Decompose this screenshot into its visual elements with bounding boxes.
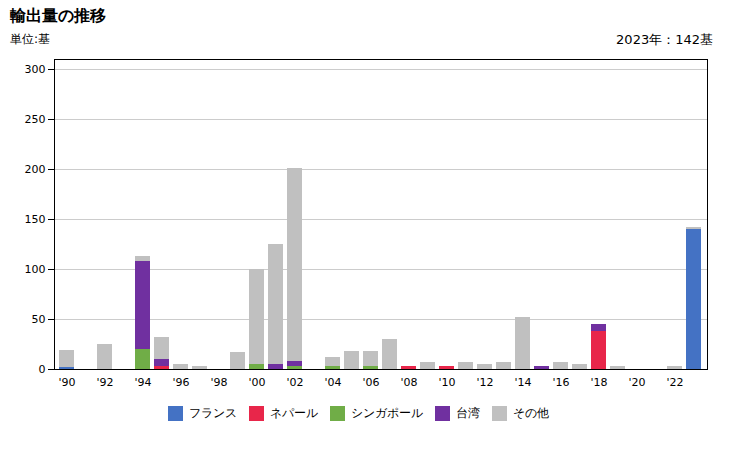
svg-text:300: 300 <box>25 63 46 76</box>
html-text:単位:基: 単位:基 <box>10 32 50 46</box>
svg-text:0: 0 <box>39 363 46 376</box>
svg-text:'04: '04 <box>324 376 341 389</box>
svg-text:250: 250 <box>25 113 46 126</box>
svg-text:'94: '94 <box>134 376 151 389</box>
svg-text:'16: '16 <box>552 376 569 389</box>
html-text:ネパール: ネパール <box>270 406 318 420</box>
html-text:輸出量の推移: 輸出量の推移 <box>10 6 106 25</box>
svg-text:'12: '12 <box>476 376 493 389</box>
html-text:シンガポール: シンガポール <box>351 406 423 420</box>
svg-text:'18: '18 <box>590 376 607 389</box>
svg-text:'00: '00 <box>248 376 265 389</box>
svg-text:'96: '96 <box>172 376 189 389</box>
svg-text:'22: '22 <box>666 376 683 389</box>
svg-text:'02: '02 <box>286 376 303 389</box>
svg-text:'10: '10 <box>438 376 455 389</box>
svg-text:100: 100 <box>25 263 46 276</box>
svg-text:200: 200 <box>25 163 46 176</box>
svg-text:150: 150 <box>25 213 46 226</box>
html-text:その他: その他 <box>513 406 549 420</box>
html-text:フランス: フランス <box>189 406 237 420</box>
svg-text:'98: '98 <box>210 376 227 389</box>
svg-text:50: 50 <box>32 313 46 326</box>
svg-text:'20: '20 <box>628 376 645 389</box>
html-text:2023年：142基: 2023年：142基 <box>616 32 713 47</box>
svg-text:'06: '06 <box>362 376 379 389</box>
svg-text:'92: '92 <box>96 376 113 389</box>
svg-text:'08: '08 <box>400 376 417 389</box>
html-text:台湾: 台湾 <box>456 406 480 420</box>
svg-text:'14: '14 <box>514 376 531 389</box>
svg-text:'90: '90 <box>58 376 75 389</box>
